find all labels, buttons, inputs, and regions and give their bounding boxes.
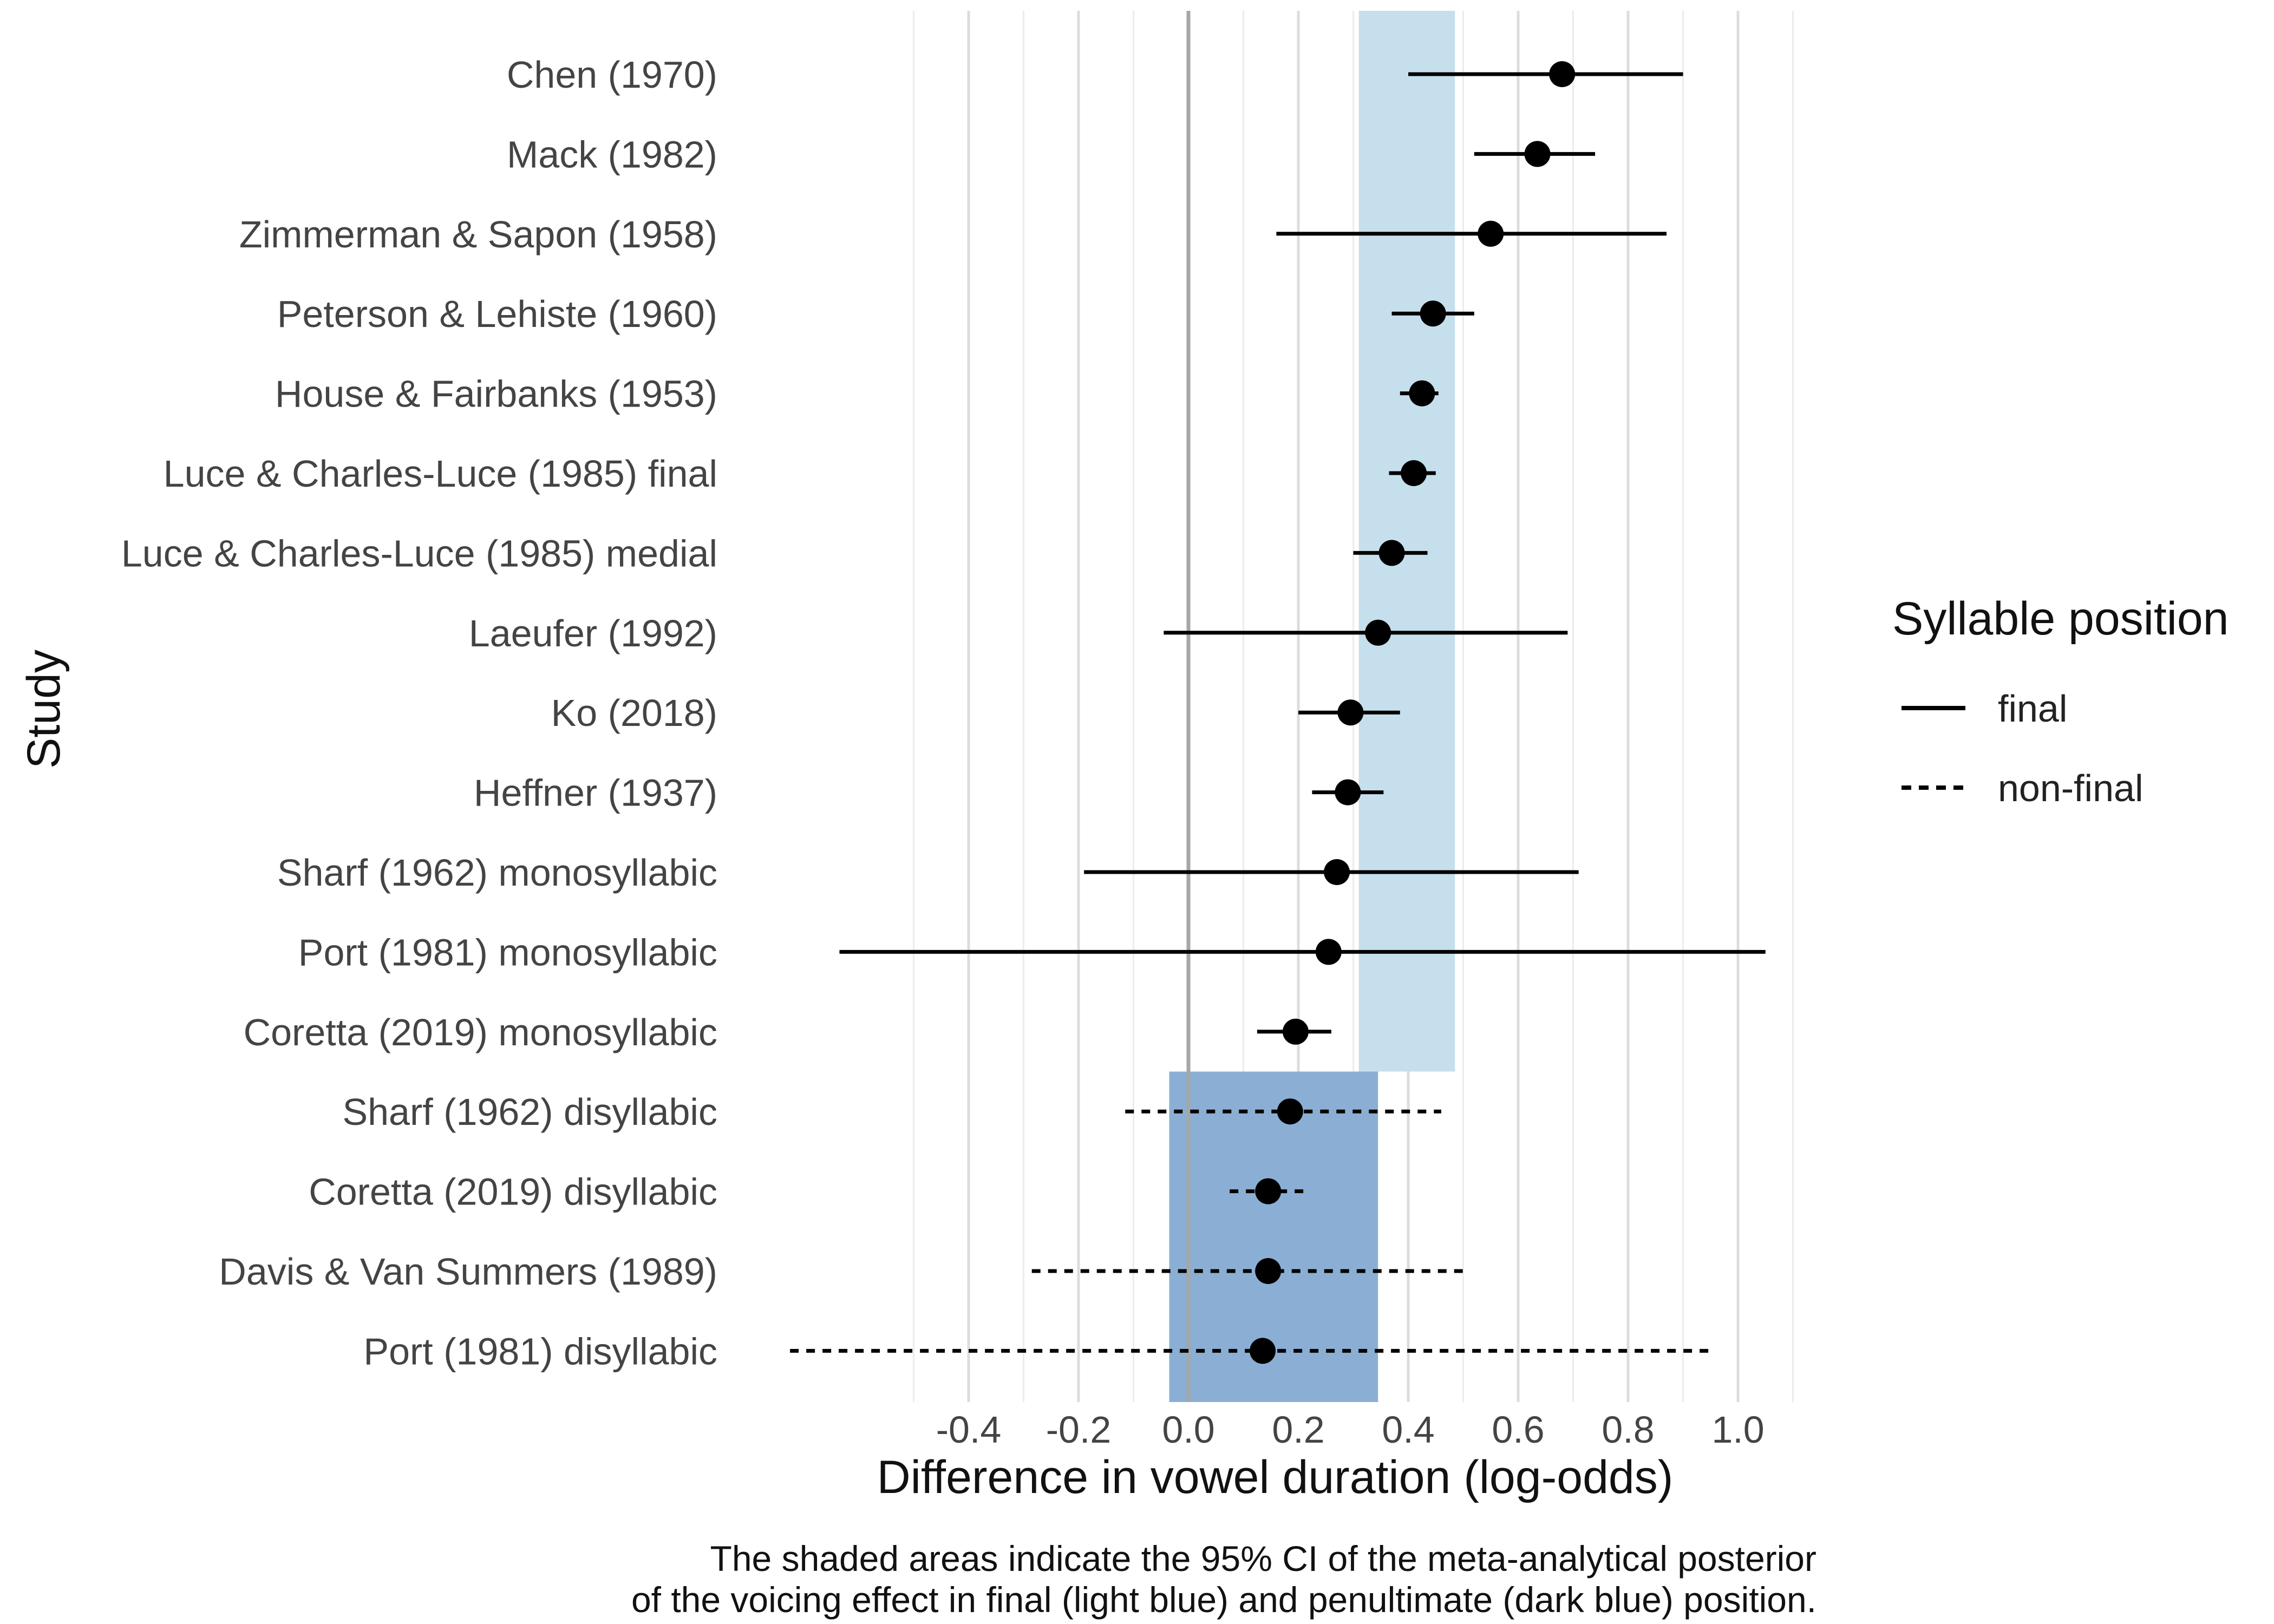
study-label: Zimmerman & Sapon (1958) bbox=[239, 213, 717, 256]
shade-final-ci bbox=[1358, 11, 1455, 1072]
caption-line-2: of the voicing effect in final (light bl… bbox=[631, 1580, 1816, 1620]
x-axis-title: Difference in vowel duration (log-odds) bbox=[877, 1451, 1674, 1503]
x-tick-labels: -0.4 -0.2 0.0 0.2 0.4 0.6 0.8 1.0 bbox=[936, 1409, 1765, 1451]
estimate-point bbox=[1420, 300, 1446, 327]
estimate-point bbox=[1409, 380, 1435, 407]
x-tick-label: 1.0 bbox=[1711, 1409, 1764, 1451]
estimate-point bbox=[1277, 1098, 1303, 1125]
estimate-point bbox=[1365, 619, 1391, 646]
x-tick-label: -0.4 bbox=[936, 1409, 1002, 1451]
estimate-point bbox=[1478, 220, 1504, 247]
x-tick-label: -0.2 bbox=[1046, 1409, 1112, 1451]
x-tick-label: 0.2 bbox=[1272, 1409, 1324, 1451]
legend-label-non-final: non-final bbox=[1998, 767, 2144, 809]
study-label: Coretta (2019) disyllabic bbox=[309, 1171, 717, 1213]
x-tick-label: 0.6 bbox=[1492, 1409, 1544, 1451]
caption: The shaded areas indicate the 95% CI of … bbox=[631, 1538, 1816, 1620]
estimate-point bbox=[1335, 779, 1361, 806]
study-labels: Chen (1970) Mack (1982) Zimmerman & Sapon … bbox=[121, 54, 717, 1372]
y-axis-title: Study bbox=[18, 650, 70, 769]
legend-label-final: final bbox=[1998, 687, 2067, 730]
study-label: Sharf (1962) disyllabic bbox=[342, 1091, 717, 1133]
caption-line-1: The shaded areas indicate the 95% CI of … bbox=[710, 1538, 1817, 1579]
estimate-point bbox=[1282, 1018, 1309, 1045]
study-label: Chen (1970) bbox=[507, 54, 717, 96]
shaded-intervals bbox=[1169, 11, 1455, 1402]
study-label: Heffner (1937) bbox=[474, 772, 717, 814]
estimate-point bbox=[1315, 939, 1342, 965]
x-tick-label: 0.8 bbox=[1602, 1409, 1654, 1451]
study-label: Peterson & Lehiste (1960) bbox=[277, 293, 717, 335]
study-label: Mack (1982) bbox=[507, 133, 717, 175]
study-label: Port (1981) disyllabic bbox=[363, 1330, 717, 1372]
study-label: Laeufer (1992) bbox=[469, 612, 717, 654]
study-label: Luce & Charles-Luce (1985) final bbox=[164, 453, 717, 495]
estimate-point bbox=[1401, 460, 1427, 486]
estimate-point bbox=[1324, 859, 1350, 885]
estimate-point bbox=[1378, 540, 1405, 566]
estimate-point bbox=[1524, 141, 1551, 167]
x-tick-label: 0.4 bbox=[1382, 1409, 1434, 1451]
estimate-point bbox=[1255, 1258, 1282, 1284]
study-label: Sharf (1962) monosyllabic bbox=[277, 852, 717, 894]
study-label: Port (1981) monosyllabic bbox=[298, 931, 717, 973]
x-tick-label: 0.0 bbox=[1162, 1409, 1214, 1451]
study-label: Luce & Charles-Luce (1985) medial bbox=[121, 532, 717, 574]
study-label: Coretta (2019) monosyllabic bbox=[244, 1011, 717, 1053]
study-label: House & Fairbanks (1953) bbox=[275, 373, 717, 415]
study-label: Davis & Van Summers (1989) bbox=[219, 1250, 717, 1293]
legend-title: Syllable position bbox=[1892, 593, 2229, 645]
study-label: Ko (2018) bbox=[551, 692, 717, 734]
estimate-point bbox=[1250, 1338, 1276, 1364]
estimate-point bbox=[1337, 699, 1364, 726]
legend: Syllable position final non-final bbox=[1892, 593, 2229, 809]
estimate-point bbox=[1549, 61, 1576, 87]
estimate-point bbox=[1255, 1178, 1282, 1204]
estimate-points bbox=[1250, 61, 1576, 1364]
